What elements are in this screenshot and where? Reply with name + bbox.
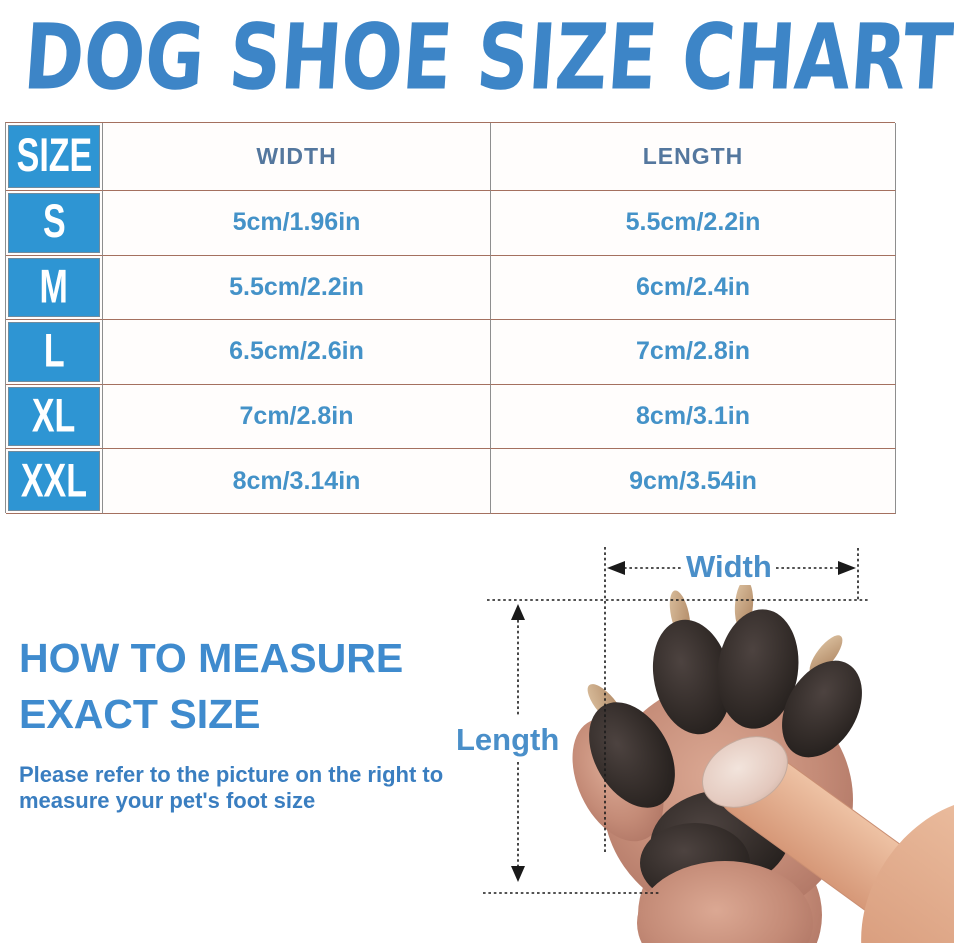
- width-value-xxl: 8cm/3.14in: [103, 449, 491, 514]
- length-value-s: 5.5cm/2.2in: [491, 191, 896, 256]
- paw-fur-bottom: [637, 861, 813, 943]
- heading-line-1: HOW TO MEASURE: [19, 635, 404, 681]
- size-badge-xl: XL: [9, 387, 99, 446]
- length-value-m: 6cm/2.4in: [491, 255, 896, 321]
- table-row-size-xl: XL: [6, 384, 103, 450]
- width-value-xl: 7cm/2.8in: [103, 384, 491, 450]
- size-chart-table: SIZE WIDTH LENGTH S 5cm/1.96in 5.5cm/2.2…: [5, 122, 896, 514]
- human-hand: [861, 797, 954, 943]
- width-value-s: 5cm/1.96in: [103, 191, 491, 256]
- toe-pad-3: [717, 609, 799, 729]
- size-badge-m: M: [9, 258, 99, 317]
- width-arrowhead-right: [838, 561, 856, 575]
- fingernail: [702, 736, 788, 808]
- table-row-size-xxl: XXL: [6, 449, 103, 514]
- heading-line-2: EXACT SIZE: [19, 691, 261, 737]
- length-value-xxl: 9cm/3.54in: [491, 449, 896, 514]
- size-badge-s: S: [9, 194, 99, 252]
- width-diagram-label: Width: [686, 549, 772, 584]
- page-title: DOG SHOE SIZE CHART: [20, 4, 954, 110]
- length-arrowhead-up: [511, 604, 525, 620]
- table-row-size-l: L: [6, 320, 103, 385]
- size-badge-xxl: XXL: [9, 452, 99, 510]
- table-header-width: WIDTH: [103, 123, 491, 191]
- size-header-badge: SIZE: [9, 126, 99, 187]
- claw-4: [809, 635, 843, 675]
- table-header-size: SIZE: [6, 123, 103, 191]
- toe-pad-2: [652, 619, 732, 735]
- table-row-size-s: S: [6, 191, 103, 256]
- size-badge-l: L: [9, 323, 99, 381]
- how-to-measure-heading: HOW TO MEASURE EXACT SIZE: [19, 630, 479, 742]
- measurement-lines: [483, 547, 870, 894]
- width-arrowhead-left: [607, 561, 625, 575]
- width-value-m: 5.5cm/2.2in: [103, 255, 491, 321]
- toe-pad-1: [589, 702, 675, 808]
- dog-paw-photo: [572, 585, 954, 943]
- length-value-xl: 8cm/3.1in: [491, 384, 896, 450]
- width-value-l: 6.5cm/2.6in: [103, 320, 491, 385]
- length-arrowhead-down: [511, 866, 525, 882]
- how-to-measure-description: Please refer to the picture on the right…: [19, 762, 444, 813]
- table-row-size-m: M: [6, 255, 103, 321]
- length-diagram-label: Length: [456, 722, 560, 757]
- length-value-l: 7cm/2.8in: [491, 320, 896, 385]
- table-header-length: LENGTH: [491, 123, 896, 191]
- toe-pad-4: [782, 660, 862, 758]
